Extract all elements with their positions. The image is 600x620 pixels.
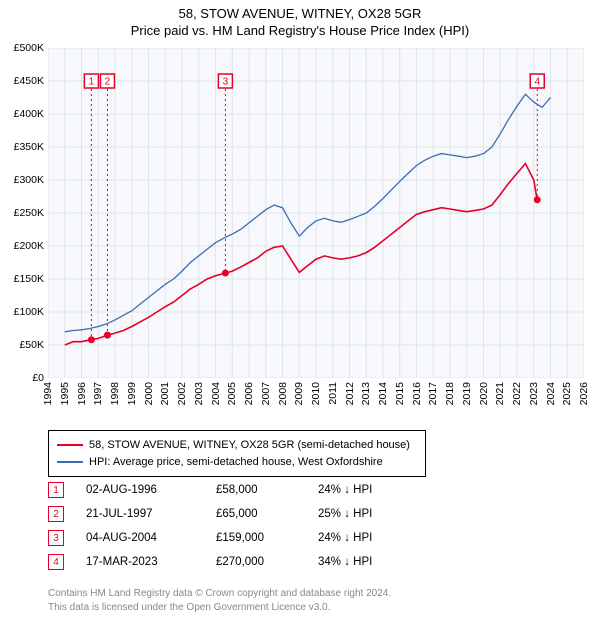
y-tick-label: £150K [14, 273, 44, 285]
x-tick-label: 2007 [260, 382, 272, 405]
event-date: 17-MAR-2023 [86, 556, 194, 568]
event-number-box: 3 [48, 530, 64, 546]
event-price: £65,000 [216, 508, 296, 520]
x-tick-label: 1997 [92, 382, 104, 405]
x-tick-label: 2021 [494, 382, 506, 405]
event-price: £159,000 [216, 532, 296, 544]
event-number-box: 1 [48, 482, 64, 498]
x-tick-label: 2013 [360, 382, 372, 405]
event-row: 4 17-MAR-2023 £270,000 34% ↓ HPI [48, 550, 568, 574]
page-subtitle: Price paid vs. HM Land Registry's House … [0, 23, 600, 40]
x-tick-label: 2012 [344, 382, 356, 405]
y-tick-label: £450K [14, 75, 44, 87]
y-axis: £0£50K£100K£150K£200K£250K£300K£350K£400… [0, 48, 46, 378]
x-tick-label: 2025 [561, 382, 573, 405]
event-row: 2 21-JUL-1997 £65,000 25% ↓ HPI [48, 502, 568, 526]
x-tick-label: 2005 [226, 382, 238, 405]
x-tick-label: 1994 [42, 382, 54, 405]
event-marker-number: 1 [89, 77, 95, 88]
event-marker-number: 3 [223, 77, 229, 88]
legend-label-property: 58, STOW AVENUE, WITNEY, OX28 5GR (semi-… [89, 437, 410, 454]
x-tick-label: 2022 [511, 382, 523, 405]
event-price: £58,000 [216, 484, 296, 496]
page-title: 58, STOW AVENUE, WITNEY, OX28 5GR [0, 6, 600, 23]
event-delta: 24% ↓ HPI [318, 532, 372, 544]
x-tick-label: 2016 [411, 382, 423, 405]
x-tick-label: 2001 [159, 382, 171, 405]
x-tick-label: 2004 [210, 382, 222, 405]
legend-item-property: 58, STOW AVENUE, WITNEY, OX28 5GR (semi-… [57, 437, 417, 454]
x-tick-label: 1999 [126, 382, 138, 405]
events-table: 1 02-AUG-1996 £58,000 24% ↓ HPI 2 21-JUL-1997… [48, 478, 568, 574]
legend-item-hpi: HPI: Average price, semi-detached house,… [57, 454, 417, 471]
event-marker-number: 2 [105, 77, 111, 88]
x-tick-label: 2018 [444, 382, 456, 405]
event-delta: 34% ↓ HPI [318, 556, 372, 568]
x-tick-label: 2023 [528, 382, 540, 405]
event-delta: 24% ↓ HPI [318, 484, 372, 496]
x-tick-label: 2026 [578, 382, 590, 405]
x-tick-label: 2010 [310, 382, 322, 405]
x-tick-label: 1996 [76, 382, 88, 405]
y-tick-label: £400K [14, 108, 44, 120]
y-tick-label: £350K [14, 141, 44, 153]
x-tick-label: 2002 [176, 382, 188, 405]
y-tick-label: £300K [14, 174, 44, 186]
footer-note: Contains HM Land Registry data © Crown c… [48, 587, 391, 614]
x-tick-label: 2008 [277, 382, 289, 405]
event-number-box: 4 [48, 554, 64, 570]
x-tick-label: 2017 [427, 382, 439, 405]
event-marker-number: 4 [534, 77, 540, 88]
event-date: 21-JUL-1997 [86, 508, 194, 520]
event-date: 04-AUG-2004 [86, 532, 194, 544]
x-tick-label: 2003 [193, 382, 205, 405]
x-tick-label: 2009 [293, 382, 305, 405]
event-delta: 25% ↓ HPI [318, 508, 372, 520]
x-tick-label: 2000 [143, 382, 155, 405]
y-tick-label: £50K [19, 339, 44, 351]
legend-label-hpi: HPI: Average price, semi-detached house,… [89, 454, 383, 471]
chart-svg: 12 3 4 [48, 48, 584, 378]
x-tick-label: 2011 [327, 382, 339, 405]
x-tick-label: 2019 [461, 382, 473, 405]
x-tick-label: 1995 [59, 382, 71, 405]
event-row: 1 02-AUG-1996 £58,000 24% ↓ HPI [48, 478, 568, 502]
footer-line2: This data is licensed under the Open Gov… [48, 601, 391, 615]
y-tick-label: £500K [14, 42, 44, 54]
x-tick-label: 2024 [545, 382, 557, 405]
y-tick-label: £250K [14, 207, 44, 219]
event-row: 3 04-AUG-2004 £159,000 24% ↓ HPI [48, 526, 568, 550]
legend-swatch-hpi [57, 461, 83, 463]
y-tick-label: £100K [14, 306, 44, 318]
event-date: 02-AUG-1996 [86, 484, 194, 496]
legend-swatch-property [57, 444, 83, 446]
x-tick-label: 1998 [109, 382, 121, 405]
x-tick-label: 2006 [243, 382, 255, 405]
event-price: £270,000 [216, 556, 296, 568]
x-tick-label: 2014 [377, 382, 389, 405]
footer-line1: Contains HM Land Registry data © Crown c… [48, 587, 391, 601]
x-axis: 1994199519961997199819992000200120022003… [48, 380, 584, 428]
legend: 58, STOW AVENUE, WITNEY, OX28 5GR (semi-… [48, 430, 426, 477]
chart-plot-area: 12 3 4 [48, 48, 584, 378]
x-tick-label: 2020 [478, 382, 490, 405]
x-tick-label: 2015 [394, 382, 406, 405]
y-tick-label: £200K [14, 240, 44, 252]
event-number-box: 2 [48, 506, 64, 522]
